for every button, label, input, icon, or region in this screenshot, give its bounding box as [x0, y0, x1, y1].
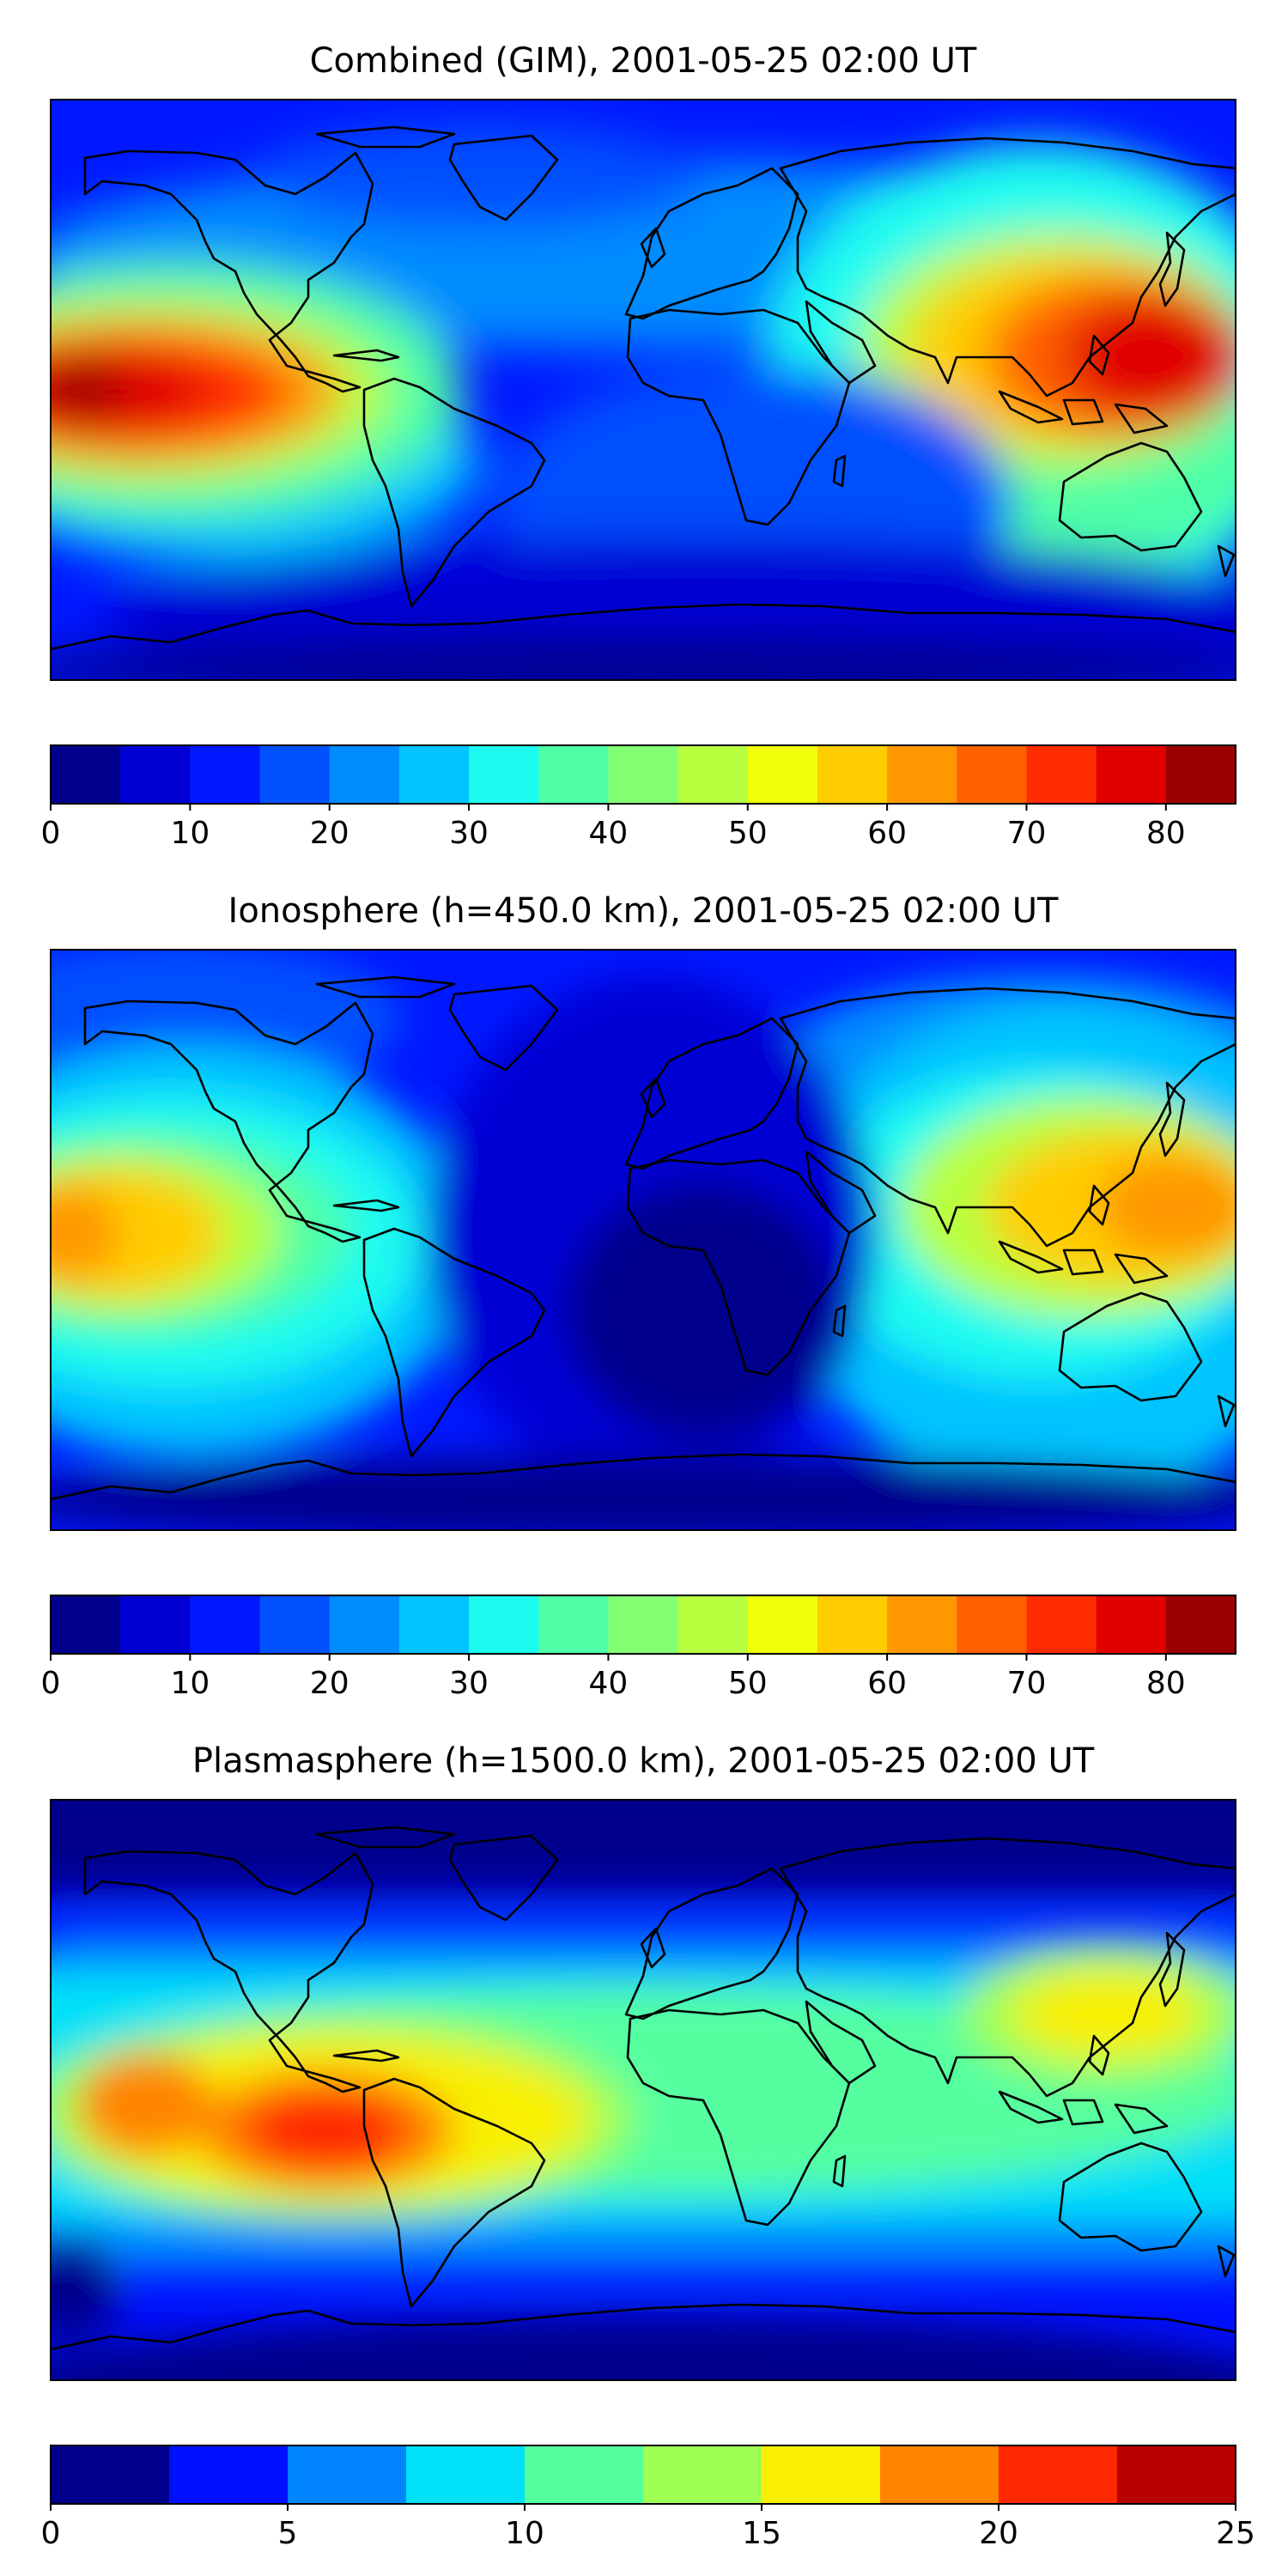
panel-title: Plasmasphere (h=1500.0 km), 2001-05-25 0… [192, 1741, 1095, 1781]
colorbar: 0 5 10 15 20 25 [41, 2445, 1255, 2551]
colorbar-tick-label: 10 [170, 816, 210, 851]
colorbar-swatch [329, 745, 400, 804]
colorbar-swatch [259, 745, 331, 804]
colorbar-tick-label: 30 [449, 1666, 489, 1701]
colorbar-tick-label: 5 [278, 2516, 298, 2551]
colorbar-swatch [887, 1595, 957, 1654]
colorbar-swatch [957, 745, 1027, 804]
colorbar-swatch [538, 745, 609, 804]
colorbar-swatch [677, 745, 749, 804]
colorbar-swatch [1165, 1595, 1236, 1654]
map-frame [50, 99, 1236, 681]
colorbar-swatch [51, 745, 121, 804]
panel-plasmasphere: Plasmasphere (h=1500.0 km), 2001-05-25 0… [41, 1741, 1255, 2551]
colorbar-swatch [190, 745, 261, 804]
colorbar-swatch [398, 745, 470, 804]
panel-combined: Combined (GIM), 2001-05-25 02:00 UT [41, 41, 1236, 851]
colorbar-tick-label: 10 [170, 1666, 210, 1701]
panel-title: Combined (GIM), 2001-05-25 02:00 UT [310, 41, 977, 81]
colorbar-tick-label: 20 [310, 816, 349, 851]
colorbar-tick-label: 70 [1007, 1666, 1047, 1701]
colorbar-tick-label: 0 [41, 1666, 61, 1701]
colorbar-swatch [957, 1595, 1027, 1654]
colorbar-swatch [747, 1595, 818, 1654]
colorbar-swatch [817, 1595, 888, 1654]
colorbar-swatch [1117, 2445, 1236, 2504]
panel-title: Ionosphere (h=450.0 km), 2001-05-25 02:0… [228, 891, 1059, 931]
map-frame [50, 949, 1236, 1531]
colorbar-swatch [677, 1595, 749, 1654]
colorbar-tick-label: 40 [589, 816, 629, 851]
colorbar-swatch [762, 2445, 881, 2504]
colorbar-swatch [880, 2445, 999, 2504]
colorbar-tick-label: 60 [867, 816, 907, 851]
colorbar-tick-label: 20 [979, 2516, 1018, 2551]
colorbar-swatch [406, 2445, 526, 2504]
colorbar-swatch [1026, 1595, 1097, 1654]
colorbar-swatch [469, 1595, 539, 1654]
colorbar-swatch [169, 2445, 289, 2504]
colorbar-swatch [608, 745, 679, 804]
colorbar-swatch [1096, 745, 1167, 804]
colorbar-tick-label: 70 [1007, 816, 1047, 851]
colorbar-swatch [259, 1595, 331, 1654]
colorbar-swatch [887, 745, 957, 804]
colorbar-swatch [398, 1595, 470, 1654]
colorbar-tick-label: 50 [728, 1666, 768, 1701]
colorbar-tick-label: 40 [589, 1666, 629, 1701]
colorbar-tick-label: 60 [867, 1666, 907, 1701]
colorbar-swatch [643, 2445, 762, 2504]
colorbar-swatch [120, 745, 191, 804]
colorbar-swatch [525, 2445, 644, 2504]
colorbar-swatch [817, 745, 888, 804]
map-area [51, 950, 1236, 1530]
colorbar-tick-label: 10 [505, 2516, 544, 2551]
colorbar: 0 10 20 30 40 50 60 70 80 [41, 744, 1236, 851]
colorbar-swatch [329, 1595, 400, 1654]
colorbar-tick-label: 80 [1146, 816, 1186, 851]
colorbar-swatch [608, 1595, 679, 1654]
colorbar-swatch [538, 1595, 609, 1654]
colorbar-swatch [190, 1595, 261, 1654]
colorbar-swatch [999, 2445, 1118, 2504]
colorbar-swatch [1096, 1595, 1167, 1654]
colorbar-swatch [1026, 745, 1097, 804]
colorbar-tick-label: 80 [1146, 1666, 1186, 1701]
colorbar-swatch [1165, 745, 1236, 804]
colorbar-tick-label: 25 [1216, 2516, 1255, 2551]
colorbar-swatch [469, 745, 539, 804]
colorbar: 0 10 20 30 40 50 60 70 80 [41, 1595, 1236, 1701]
colorbar-swatch [120, 1595, 191, 1654]
map-area [51, 100, 1236, 680]
colorbar-tick-label: 20 [310, 1666, 349, 1701]
colorbar-tick-label: 0 [41, 816, 61, 851]
colorbar-tick-label: 30 [449, 816, 489, 851]
panel-ionosphere: Ionosphere (h=450.0 km), 2001-05-25 02:0… [41, 891, 1236, 1701]
colorbar-swatch [51, 2445, 170, 2504]
colorbar-swatch [288, 2445, 407, 2504]
colorbar-tick-label: 50 [728, 816, 768, 851]
map-area [51, 1800, 1236, 2380]
colorbar-swatch [51, 1595, 121, 1654]
colorbar-swatch [747, 745, 818, 804]
map-frame [50, 1799, 1236, 2381]
colorbar-tick-label: 15 [742, 2516, 781, 2551]
colorbar-tick-label: 0 [41, 2516, 61, 2551]
